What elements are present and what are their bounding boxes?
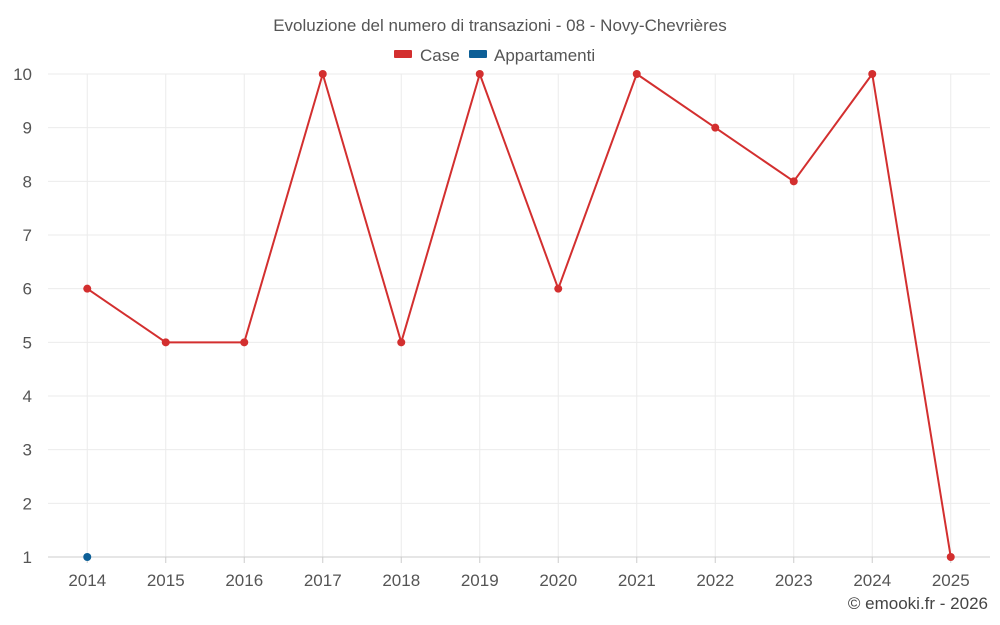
y-tick-label: 10: [13, 65, 32, 84]
legend: Case Appartamenti: [394, 46, 595, 65]
x-axis: 2014 2015 2016 2017 2018 2019 2020 2021 2022 2023…: [48, 556, 990, 590]
data-point-case[interactable]: [318, 70, 327, 78]
data-point-case[interactable]: [789, 177, 798, 186]
data-point-case[interactable]: [475, 70, 484, 78]
chart-title: Evoluzione del numero di transazioni - 0…: [273, 16, 727, 35]
y-tick-label: 3: [23, 441, 32, 460]
x-tick-label: 2017: [304, 571, 342, 590]
data-point-case[interactable]: [397, 338, 406, 347]
y-tick-label: 2: [23, 494, 32, 513]
x-tick-label: 2022: [696, 571, 734, 590]
y-tick-label: 9: [23, 119, 32, 138]
x-tick-label: 2024: [853, 571, 891, 590]
data-point-case[interactable]: [240, 338, 249, 347]
y-tick-label: 5: [23, 333, 32, 352]
x-tick-label: 2015: [147, 571, 185, 590]
y-tick-label: 4: [23, 387, 32, 406]
legend-label-appartamenti: Appartamenti: [494, 46, 595, 65]
legend-item-case[interactable]: Case: [394, 46, 460, 65]
y-tick-label: 1: [23, 548, 32, 567]
y-axis: 1 2 3 4 5 6 7 8 9 10: [13, 65, 32, 567]
legend-swatch-appartamenti: [469, 50, 487, 58]
grid: [48, 73, 990, 558]
data-point-case[interactable]: [554, 284, 563, 293]
data-point-case[interactable]: [161, 338, 170, 347]
x-tick-label: 2021: [618, 571, 656, 590]
data-point-case[interactable]: [946, 553, 955, 561]
x-tick-label: 2019: [461, 571, 499, 590]
legend-label-case: Case: [420, 46, 460, 65]
x-tick-label: 2020: [539, 571, 577, 590]
y-tick-label: 7: [23, 226, 32, 245]
data-point-case[interactable]: [632, 70, 641, 78]
plot-area: [83, 70, 955, 561]
legend-item-appartamenti[interactable]: Appartamenti: [469, 46, 595, 65]
data-point-case[interactable]: [83, 284, 92, 293]
data-point-appartamenti[interactable]: [83, 553, 92, 561]
y-tick-label: 6: [23, 280, 32, 299]
x-tick-label: 2016: [225, 571, 263, 590]
legend-swatch-case: [394, 50, 412, 58]
data-point-case[interactable]: [711, 123, 720, 132]
x-tick-label: 2018: [382, 571, 420, 590]
y-tick-label: 8: [23, 172, 32, 191]
data-point-case[interactable]: [868, 70, 877, 78]
x-tick-label: 2014: [68, 571, 106, 590]
x-tick-label: 2025: [932, 571, 970, 590]
credit-text: © emooki.fr - 2026: [848, 594, 988, 613]
series-line-case: [86, 73, 952, 558]
x-tick-label: 2023: [775, 571, 813, 590]
